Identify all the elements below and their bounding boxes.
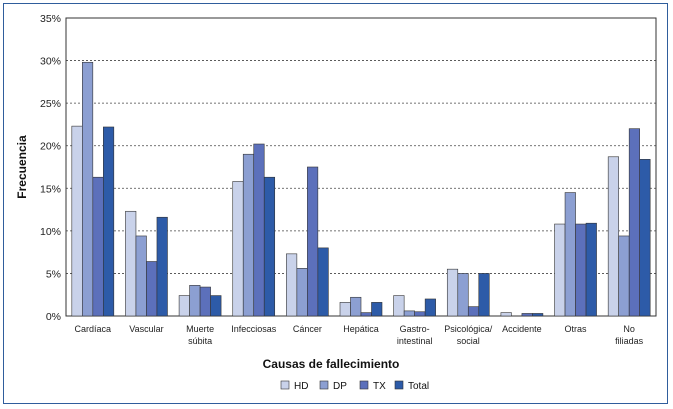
bar-hd-3 (232, 181, 244, 317)
bar-total-4 (317, 247, 329, 317)
x-category-label: Vascular (129, 324, 163, 334)
bar-hd-2 (178, 295, 190, 317)
bar-hd-6 (393, 295, 405, 317)
bar-hd-1 (125, 210, 137, 317)
bar-hd-0 (71, 125, 83, 317)
x-category-label: Accidente (502, 324, 542, 334)
legend-swatch-tx (359, 380, 369, 390)
bar-total-10 (639, 159, 651, 317)
bar-total-0 (103, 126, 115, 317)
x-category-label: Infecciosas (231, 324, 277, 334)
bar-chart: 0% 5% 10% 15% 20% 25% 30% 35% Cardíaca Vascular Mu… (15, 13, 657, 392)
bar-total-8 (532, 313, 544, 317)
bar-dp-6 (403, 310, 415, 317)
legend-label-tx: TX (373, 381, 386, 392)
bar-dp-9 (564, 192, 576, 317)
bar-total-6 (424, 298, 436, 317)
bar-hd-10 (607, 156, 619, 317)
legend-label-dp: DP (333, 381, 347, 392)
bar-total-9 (585, 222, 597, 317)
bar-tx-5 (360, 312, 372, 317)
bar-total-2 (210, 295, 222, 317)
x-category-label: Muerte (186, 324, 214, 334)
bar-dp-2 (189, 285, 201, 317)
bar-tx-1 (146, 261, 158, 317)
bar-dp-4 (296, 268, 308, 317)
x-category-label: Hepática (343, 324, 379, 334)
bar-tx-9 (575, 223, 587, 317)
y-axis-title: Frecuencia (15, 135, 29, 199)
bar-hd-9 (554, 223, 566, 317)
bar-tx-7 (467, 306, 480, 317)
y-tick-label: 0% (46, 311, 61, 323)
bar-dp-7 (457, 273, 469, 317)
x-category-label: filiadas (615, 336, 644, 346)
bar-dp-1 (135, 235, 147, 317)
bar-total-1 (156, 216, 168, 317)
bar-dp-5 (350, 296, 362, 317)
bar-tx-6 (414, 311, 426, 317)
x-category-label: Cardíaca (75, 324, 112, 334)
x-category-label: No (623, 324, 635, 334)
bar-total-7 (478, 273, 490, 317)
y-tick-label: 15% (40, 183, 61, 195)
x-category-label: Gastro- (400, 324, 430, 334)
bar-dp-3 (242, 153, 255, 317)
bar-dp-10 (618, 235, 630, 317)
x-category-label: Otras (565, 324, 588, 334)
y-tick-label: 10% (40, 226, 61, 238)
legend-swatch-dp (319, 380, 329, 390)
bar-hd-8 (500, 312, 512, 317)
chart-frame: 0% 5% 10% 15% 20% 25% 30% 35% Cardíaca Vascular Mu… (3, 3, 668, 404)
x-category-label: Psicológica/ (444, 324, 493, 334)
y-tick-label: 35% (40, 13, 61, 25)
bar-hd-4 (286, 253, 298, 317)
bar-hd-7 (446, 268, 459, 317)
bar-tx-10 (628, 128, 640, 317)
legend-swatch-hd (280, 380, 290, 390)
x-category-label: Cáncer (293, 324, 322, 334)
x-axis-title: Causas de fallecimiento (263, 357, 400, 371)
y-tick-label: 25% (40, 98, 61, 110)
y-tick-label: 30% (40, 56, 61, 68)
y-tick-label: 5% (46, 268, 61, 280)
bar-dp-0 (82, 61, 94, 317)
bar-total-5 (371, 302, 383, 317)
legend-label-total: Total (408, 381, 429, 392)
y-tick-label: 20% (40, 141, 61, 153)
x-category-label: social (457, 336, 480, 346)
bar-tx-8 (521, 313, 533, 317)
bar-tx-3 (253, 143, 265, 317)
bar-total-3 (263, 176, 276, 317)
legend-swatch-total (394, 380, 404, 390)
bar-tx-2 (199, 286, 211, 317)
legend-label-hd: HD (294, 381, 308, 392)
bar-tx-4 (307, 166, 319, 317)
x-category-label: intestinal (397, 336, 433, 346)
bar-tx-0 (92, 176, 104, 317)
x-category-label: súbita (188, 336, 212, 346)
bar-hd-5 (339, 302, 351, 317)
